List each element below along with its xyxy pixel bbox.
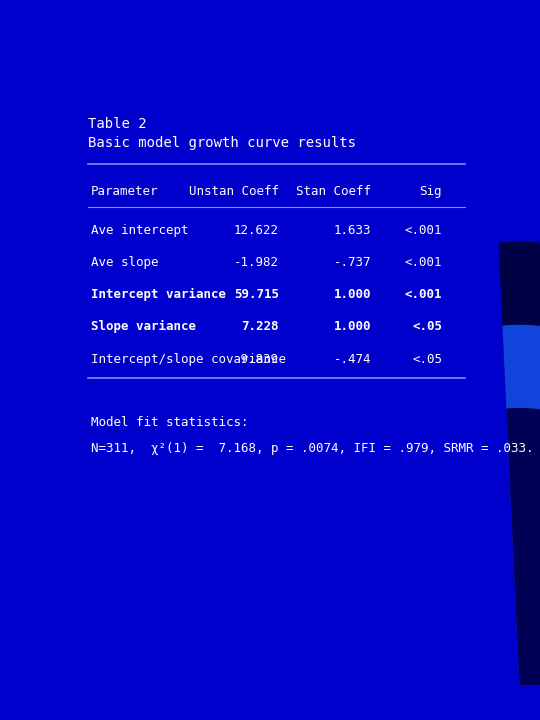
Text: N=311,  χ²(1) =  7.168, p = .0074, IFI = .979, SRMR = .033.: N=311, χ²(1) = 7.168, p = .0074, IFI = .… [91, 442, 533, 455]
Text: Intercept/slope covariance: Intercept/slope covariance [91, 353, 286, 366]
Text: -1.982: -1.982 [234, 256, 279, 269]
Polygon shape [507, 408, 540, 685]
Text: 59.715: 59.715 [234, 288, 279, 301]
Text: Table 2: Table 2 [89, 117, 147, 131]
Text: Slope variance: Slope variance [91, 320, 195, 333]
Text: <.05: <.05 [412, 320, 442, 333]
Text: 1.633: 1.633 [333, 224, 371, 237]
Text: Sig: Sig [420, 185, 442, 198]
Text: Ave intercept: Ave intercept [91, 224, 188, 237]
Text: Intercept variance: Intercept variance [91, 288, 226, 301]
Text: 12.622: 12.622 [234, 224, 279, 237]
Text: <.001: <.001 [404, 288, 442, 301]
Text: 1.000: 1.000 [333, 288, 371, 301]
Text: -9.839: -9.839 [234, 353, 279, 366]
Text: Model fit statistics:: Model fit statistics: [91, 415, 248, 428]
Polygon shape [498, 242, 540, 685]
Text: 7.228: 7.228 [241, 320, 279, 333]
Text: <.05: <.05 [412, 353, 442, 366]
Text: -.737: -.737 [333, 256, 371, 269]
Text: <.001: <.001 [404, 256, 442, 269]
Text: -.474: -.474 [333, 353, 371, 366]
Text: <.001: <.001 [404, 224, 442, 237]
Text: Parameter: Parameter [91, 185, 158, 198]
Polygon shape [502, 325, 540, 685]
Text: Unstan Coeff: Unstan Coeff [189, 185, 279, 198]
Text: Stan Coeff: Stan Coeff [296, 185, 371, 198]
Text: Ave slope: Ave slope [91, 256, 158, 269]
Text: 1.000: 1.000 [333, 320, 371, 333]
Text: Basic model growth curve results: Basic model growth curve results [89, 136, 356, 150]
